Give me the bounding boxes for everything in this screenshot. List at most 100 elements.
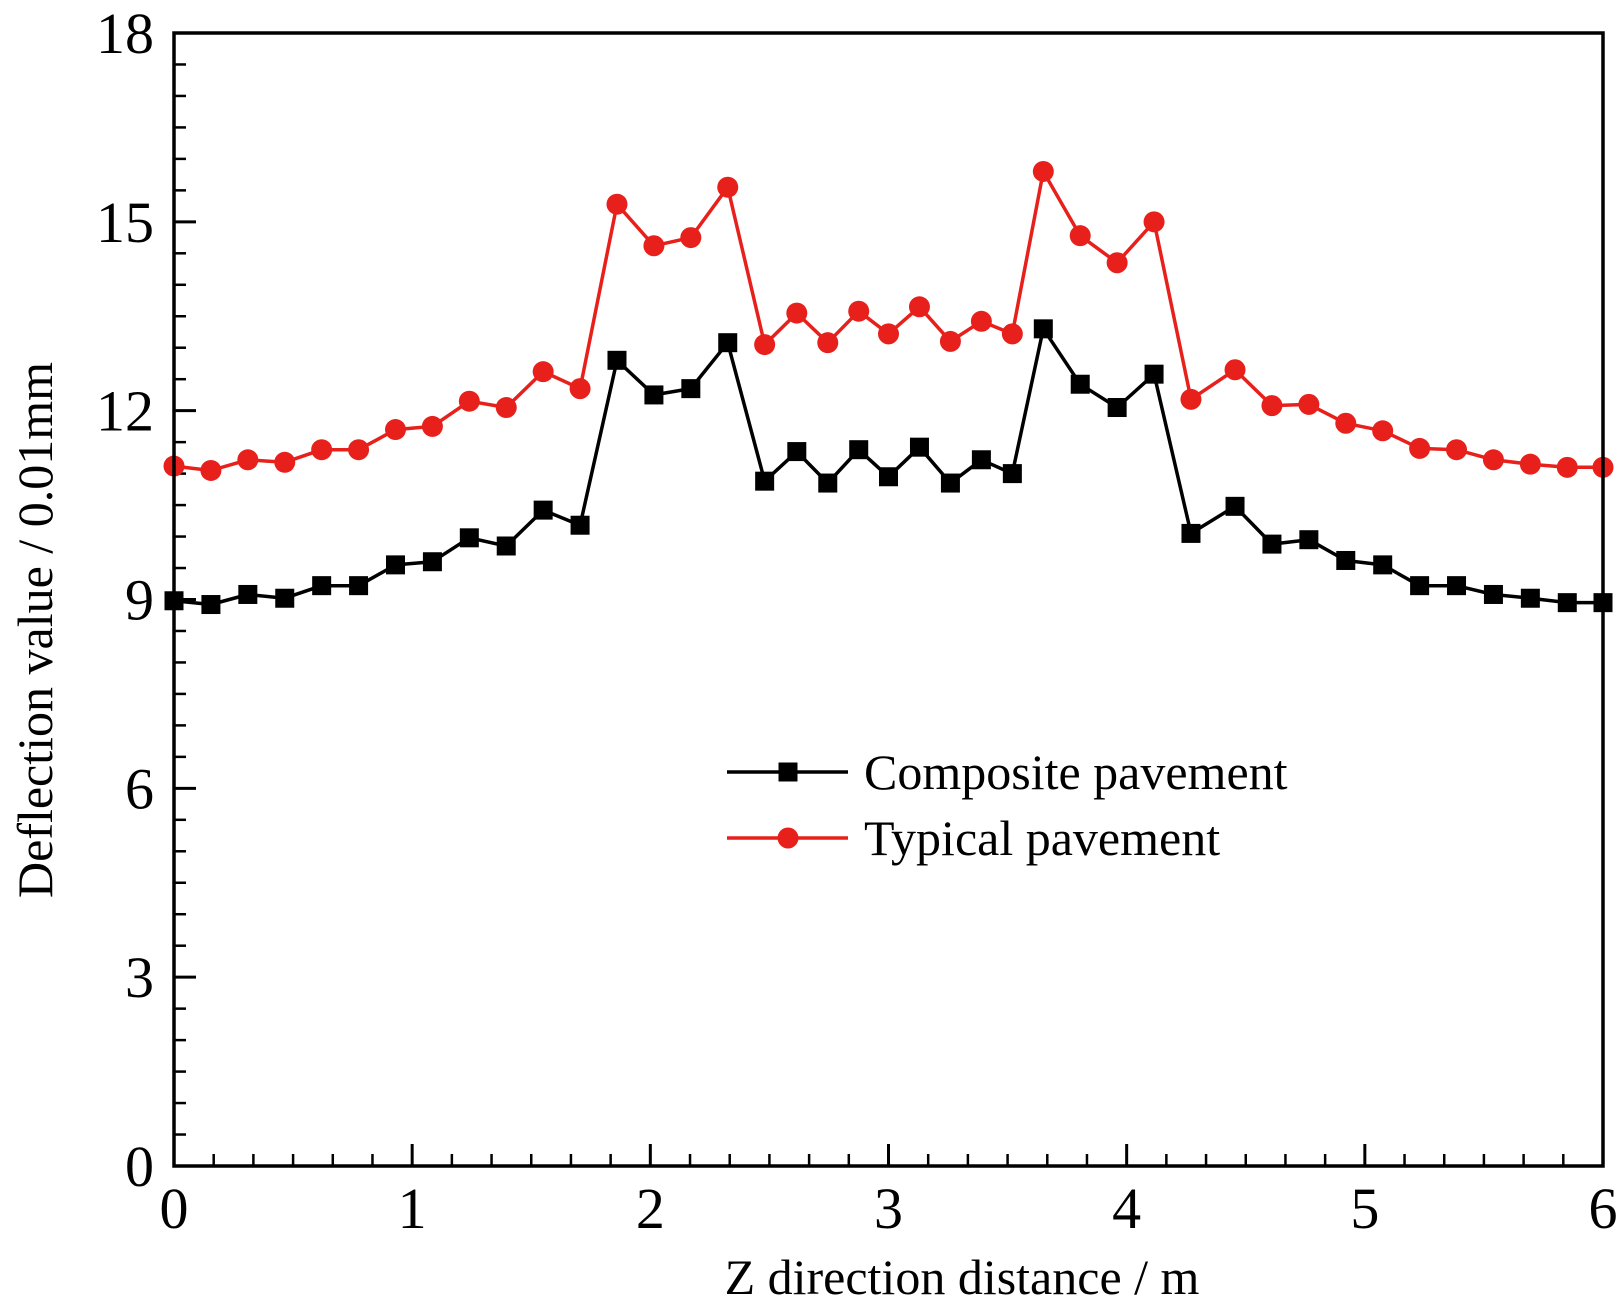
x-tick-label: 0	[160, 1176, 189, 1241]
data-point	[1520, 588, 1540, 608]
data-point	[200, 459, 222, 481]
data-point	[1519, 453, 1541, 475]
data-point	[349, 576, 369, 596]
data-point	[1001, 323, 1023, 345]
x-tick-label: 2	[636, 1176, 665, 1241]
data-point	[1144, 364, 1164, 384]
data-point	[1299, 530, 1319, 550]
data-point	[1446, 439, 1468, 461]
data-point	[384, 419, 406, 441]
data-point	[237, 449, 259, 471]
data-point	[238, 584, 258, 604]
data-point	[385, 555, 405, 575]
data-point	[1225, 496, 1245, 516]
data-point	[606, 193, 628, 215]
data-point	[971, 450, 991, 470]
series-typical	[163, 160, 1614, 481]
x-axis-title: Z direction distance / m	[725, 1249, 1200, 1302]
data-point	[1069, 225, 1091, 247]
series-composite	[164, 319, 1613, 615]
data-point	[1070, 374, 1090, 394]
y-tick-label: 9	[125, 568, 154, 633]
data-point	[786, 302, 808, 324]
data-point	[879, 467, 898, 487]
data-point	[754, 334, 776, 356]
data-point	[311, 439, 333, 461]
data-point	[348, 439, 370, 461]
x-tick-label: 1	[398, 1176, 427, 1241]
legend-marker	[777, 827, 799, 849]
data-point	[818, 473, 838, 493]
x-tick-label: 6	[1589, 1176, 1618, 1241]
data-point	[569, 378, 591, 400]
y-tick-label: 12	[96, 379, 154, 444]
y-tick-label: 0	[125, 1134, 154, 1199]
data-point	[717, 176, 739, 198]
data-point	[878, 323, 899, 345]
data-point	[1033, 319, 1053, 339]
data-point	[970, 310, 992, 332]
data-point	[1335, 412, 1357, 434]
data-point	[1298, 393, 1320, 415]
data-point	[275, 588, 295, 608]
legend-label: Composite pavement	[864, 744, 1288, 800]
data-point	[849, 440, 869, 460]
data-point	[1373, 555, 1393, 575]
data-point	[1002, 464, 1022, 484]
y-tick-label: 3	[125, 945, 154, 1010]
data-point	[495, 397, 517, 419]
y-tick-label: 6	[125, 756, 154, 821]
data-point	[532, 361, 554, 383]
data-point	[680, 227, 702, 249]
y-tick-label: 15	[96, 190, 154, 255]
data-point	[1447, 576, 1467, 596]
legend-marker	[778, 762, 798, 782]
data-point	[908, 296, 930, 318]
data-point	[848, 300, 870, 322]
data-point	[909, 437, 929, 457]
data-point	[1372, 420, 1394, 442]
x-tick-label: 4	[1112, 1176, 1141, 1241]
data-point	[939, 330, 961, 352]
data-point	[1143, 211, 1165, 233]
data-point	[496, 536, 516, 556]
data-point	[459, 528, 479, 548]
data-point	[1262, 534, 1282, 554]
plot-frame	[172, 31, 1605, 1168]
legend: Composite pavement Typical pavement	[727, 744, 1288, 866]
legend-item: Composite pavement	[727, 744, 1288, 800]
data-point	[1032, 160, 1054, 182]
data-point	[201, 595, 221, 615]
data-point	[1483, 584, 1503, 604]
data-point	[1410, 576, 1430, 596]
data-point	[787, 442, 807, 462]
data-point	[458, 390, 480, 412]
legend-item: Typical pavement	[727, 810, 1220, 866]
y-tick-label: 18	[96, 1, 154, 66]
data-point	[718, 333, 738, 353]
data-point	[1180, 388, 1202, 410]
data-point	[1224, 359, 1246, 381]
data-point	[755, 471, 775, 491]
data-point	[1181, 523, 1201, 543]
data-point	[533, 500, 553, 520]
data-point	[607, 350, 627, 370]
data-point	[817, 332, 839, 354]
data-point	[1261, 395, 1283, 417]
data-point	[940, 473, 960, 493]
data-point	[421, 415, 443, 437]
y-axis-title: Deflection value / 0.01mm	[7, 362, 63, 898]
data-point	[312, 576, 332, 596]
data-point	[1336, 550, 1356, 570]
series-layer	[163, 160, 1614, 615]
data-point	[422, 552, 442, 572]
data-point	[644, 385, 664, 405]
legend-label: Typical pavement	[864, 810, 1220, 866]
data-point	[1409, 437, 1431, 459]
data-point	[1106, 252, 1128, 274]
data-point	[1482, 449, 1504, 471]
